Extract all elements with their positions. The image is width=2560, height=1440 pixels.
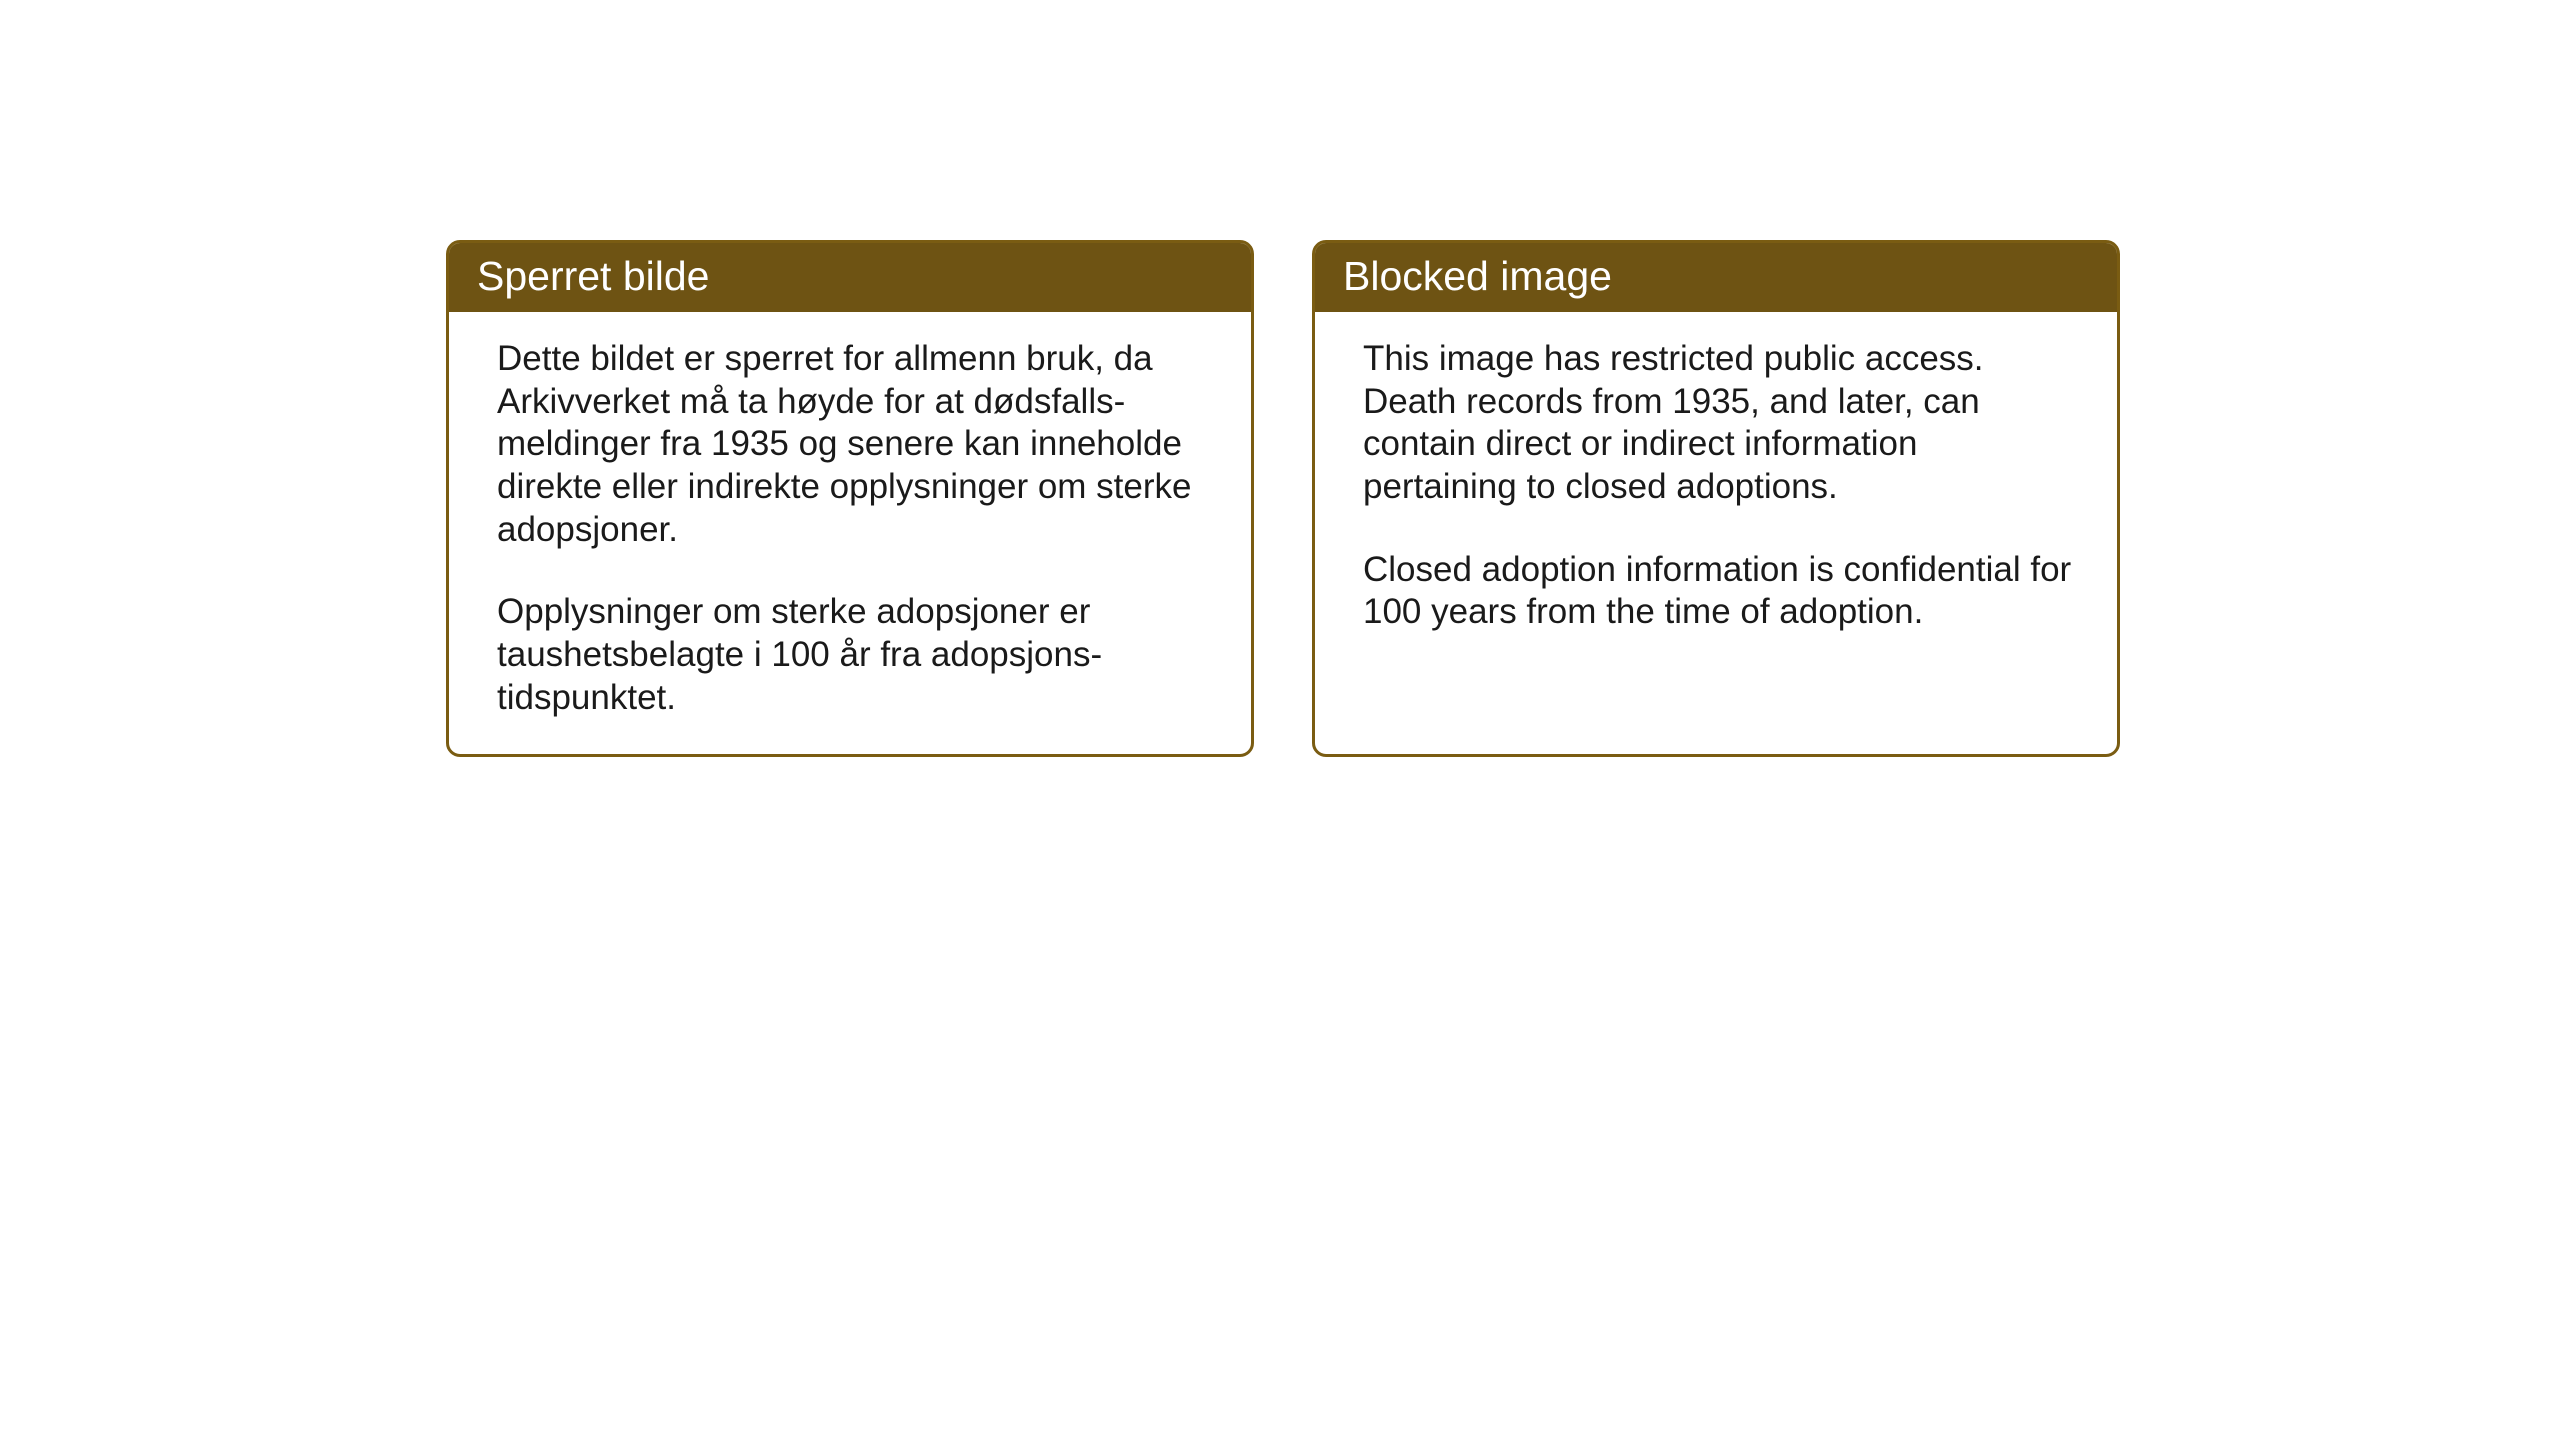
card-body-norwegian: Dette bildet er sperret for allmenn bruk… bbox=[449, 312, 1251, 754]
card-paragraph-1-norwegian: Dette bildet er sperret for allmenn bruk… bbox=[497, 338, 1209, 551]
card-title-english: Blocked image bbox=[1343, 253, 1612, 299]
card-title-norwegian: Sperret bilde bbox=[477, 253, 709, 299]
card-paragraph-2-norwegian: Opplysninger om sterke adopsjoner er tau… bbox=[497, 591, 1209, 719]
card-paragraph-2-english: Closed adoption information is confident… bbox=[1363, 549, 2075, 634]
notice-card-english: Blocked image This image has restricted … bbox=[1312, 240, 2120, 757]
notice-container: Sperret bilde Dette bildet er sperret fo… bbox=[446, 240, 2120, 757]
card-paragraph-1-english: This image has restricted public access.… bbox=[1363, 338, 2075, 509]
notice-card-norwegian: Sperret bilde Dette bildet er sperret fo… bbox=[446, 240, 1254, 757]
card-body-english: This image has restricted public access.… bbox=[1315, 312, 2117, 702]
card-header-english: Blocked image bbox=[1315, 243, 2117, 312]
card-header-norwegian: Sperret bilde bbox=[449, 243, 1251, 312]
